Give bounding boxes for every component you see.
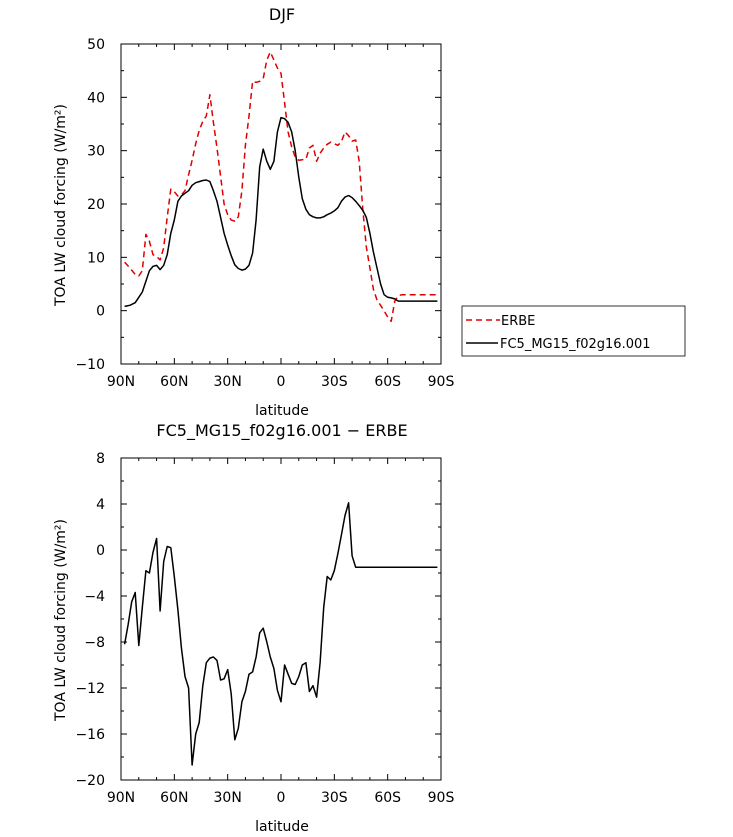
legend: ERBE FC5_MG15_f02g16.001 <box>461 305 686 357</box>
top-x-tick-label: 30N <box>214 374 242 390</box>
bottom-x-tick-label: 60N <box>160 790 188 806</box>
top-series-erbe <box>124 51 438 323</box>
bottom-x-tick-label: 30N <box>214 790 242 806</box>
top-x-tick-label: 60S <box>374 374 401 390</box>
legend-box <box>461 305 686 357</box>
bottom-y-axis-label: TOA LW cloud forcing (W/m²) <box>53 519 69 722</box>
bottom-y-tick-label: −20 <box>75 773 105 789</box>
bottom-x-tick-label: 90S <box>428 790 455 806</box>
bottom-x-axis-label: latitude <box>255 819 309 835</box>
top-x-tick-label: 60N <box>160 374 188 390</box>
bottom-y-tick-label: −4 <box>84 589 105 605</box>
bottom-x-tick-label: 0 <box>277 790 286 806</box>
top-y-tick-label: 40 <box>87 90 105 106</box>
top-x-tick-label: 30S <box>321 374 348 390</box>
top-chart-title: DJF <box>269 5 295 24</box>
top-y-tick-label: 10 <box>87 250 105 266</box>
bottom-y-tick-label: 0 <box>96 543 105 559</box>
bottom-plot-area: 90N 60N 30N 0 30S 60S 90S −20 −16 −12 −8 −4 0 4 8 <box>75 451 454 806</box>
bottom-y-tick-label: 8 <box>96 451 105 467</box>
top-plot-area: 90N 60N 30N 0 30S 60S 90S −10 0 10 20 30 40 50 <box>75 37 454 390</box>
top-panel: DJF 90N 60N 30N 0 30S 60S 90S −10 0 10 20 30 40 50 la… <box>53 5 686 419</box>
top-y-tick-label: −10 <box>75 357 105 373</box>
legend-label-erbe: ERBE <box>501 314 535 329</box>
bottom-y-tick-label: −12 <box>75 681 105 697</box>
top-y-tick-label: 50 <box>87 37 105 53</box>
bottom-series-fc5-mg15-f02g16-001-erbe <box>123 502 438 766</box>
top-y-tick-label: 20 <box>87 197 105 213</box>
bottom-y-tick-label: 4 <box>96 497 105 513</box>
bottom-x-tick-label: 90N <box>107 790 135 806</box>
bottom-y-tick-label: −16 <box>75 727 105 743</box>
top-series-fc5-mg15-f02g16-001 <box>124 116 438 308</box>
top-y-tick-label: 0 <box>96 304 105 320</box>
legend-label-model: FC5_MG15_f02g16.001 <box>500 337 651 352</box>
bottom-x-tick-label: 60S <box>374 790 401 806</box>
top-y-tick-label: 30 <box>87 144 105 160</box>
top-x-tick-label: 0 <box>277 374 286 390</box>
bottom-plot-frame <box>120 457 442 781</box>
bottom-x-tick-label: 30S <box>321 790 348 806</box>
top-y-axis-label: TOA LW cloud forcing (W/m²) <box>53 104 69 307</box>
top-x-tick-label: 90N <box>107 374 135 390</box>
bottom-y-tick-label: −8 <box>84 635 105 651</box>
bottom-panel: FC5_MG15_f02g16.001 − ERBE 90N 60N 30N 0 30S… <box>53 421 454 835</box>
top-x-tick-label: 90S <box>428 374 455 390</box>
bottom-chart-title: FC5_MG15_f02g16.001 − ERBE <box>156 421 407 441</box>
top-x-axis-label: latitude <box>255 403 309 419</box>
